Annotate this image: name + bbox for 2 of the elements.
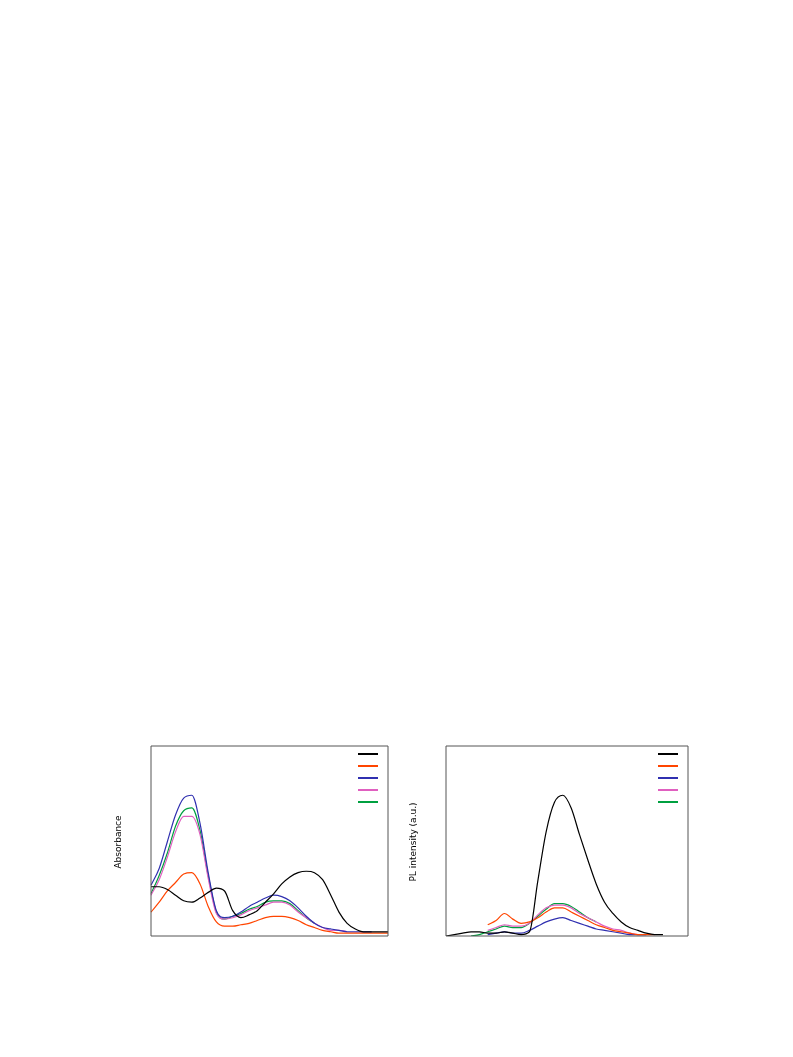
y-axis-title: PL intensity (a.u.) [408, 802, 418, 882]
y-axis-title: Absorbance [113, 815, 123, 869]
